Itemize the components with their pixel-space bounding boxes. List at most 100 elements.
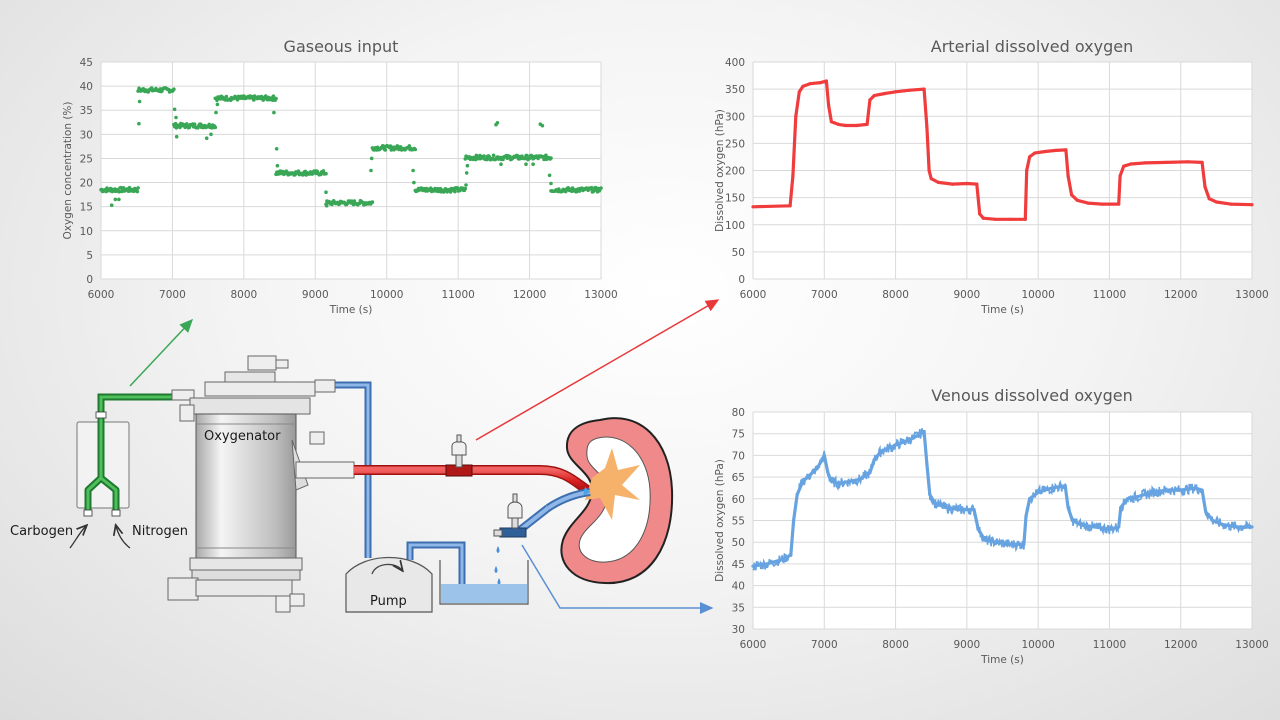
- x-tick-label: 11000: [441, 289, 474, 301]
- nitrogen-arrow: [116, 526, 131, 549]
- data-point: [836, 122, 841, 126]
- chart-title: Arterial dissolved oxygen: [931, 37, 1133, 56]
- data-point: [1075, 198, 1079, 202]
- y-tick-label: 350: [725, 84, 745, 96]
- venous-return-tube: [318, 381, 466, 585]
- x-tick-label: 13000: [1235, 289, 1268, 301]
- data-point: [455, 186, 460, 190]
- data-point: [829, 479, 834, 483]
- kidney: [545, 417, 674, 585]
- data-point: [1122, 164, 1126, 168]
- data-point: [209, 132, 213, 137]
- data-point: [922, 87, 926, 91]
- data-point: [383, 148, 388, 152]
- data-point: [1250, 203, 1254, 207]
- data-point: [1008, 217, 1012, 221]
- data-point: [1221, 523, 1226, 527]
- data-point: [274, 147, 279, 151]
- data-point: [1066, 505, 1070, 510]
- venous-oxygen-chart: 6000 7000 8000 9000 10000 11000 12000 13000 30 35…: [714, 386, 1269, 666]
- data-point: [872, 458, 876, 462]
- x-tick-label: 8000: [882, 639, 909, 651]
- y-tick-label: 150: [725, 193, 745, 205]
- data-point: [868, 98, 872, 102]
- x-axis-label: Time (s): [329, 304, 373, 316]
- data-point: [808, 82, 812, 86]
- data-point: [321, 169, 326, 173]
- y-tick-label: 250: [725, 138, 745, 150]
- data-point: [1028, 497, 1032, 501]
- data-point: [324, 203, 329, 208]
- data-point: [1136, 495, 1140, 499]
- data-point: [858, 477, 862, 481]
- y-tick-label: 0: [86, 274, 93, 286]
- x-tick-label: 7000: [811, 639, 838, 651]
- oxygenator-label: Oxygenator: [204, 429, 281, 444]
- y-tick-label: 30: [80, 129, 93, 141]
- data-point: [274, 96, 278, 101]
- data-point: [927, 168, 931, 173]
- data-point: [272, 110, 276, 115]
- data-point: [1086, 201, 1090, 205]
- data-point: [765, 562, 769, 566]
- scatter-series: [99, 86, 603, 208]
- x-tick-label: 10000: [1021, 639, 1054, 651]
- data-point: [865, 122, 869, 126]
- data-point: [540, 123, 545, 128]
- data-point: [901, 440, 905, 444]
- data-point: [412, 180, 416, 185]
- data-point: [1022, 542, 1026, 547]
- data-point: [495, 121, 500, 125]
- data-point: [1033, 151, 1037, 155]
- oxygenator: [167, 355, 355, 613]
- data-point: [1093, 525, 1097, 529]
- data-point: [958, 508, 962, 512]
- x-tick-label: 11000: [1093, 289, 1126, 301]
- data-point: [1236, 525, 1240, 529]
- data-point: [464, 183, 468, 187]
- data-point: [993, 540, 998, 544]
- chart-title: Gaseous input: [284, 37, 399, 56]
- data-point: [549, 156, 553, 160]
- chart-title: Venous dissolved oxygen: [931, 386, 1132, 405]
- y-tick-label: 35: [80, 105, 93, 117]
- y-tick-label: 5: [86, 250, 93, 262]
- data-point: [879, 449, 883, 453]
- data-point: [1125, 497, 1129, 501]
- arterial-tube: [354, 464, 593, 497]
- data-point: [1150, 490, 1154, 494]
- data-point: [779, 558, 784, 562]
- data-point: [836, 482, 841, 486]
- data-point: [484, 157, 489, 162]
- data-point: [1200, 160, 1204, 164]
- data-point: [978, 212, 982, 216]
- data-point: [936, 180, 940, 184]
- data-point: [1066, 174, 1070, 178]
- data-point: [1164, 488, 1169, 492]
- data-point: [117, 197, 121, 202]
- data-point: [174, 134, 179, 139]
- y-axis-label: Dissolved oxygen (hPa): [714, 459, 726, 582]
- data-point: [213, 125, 218, 130]
- data-point: [1050, 486, 1054, 490]
- data-point: [135, 189, 140, 194]
- data-point: [411, 168, 415, 173]
- data-point: [1186, 160, 1190, 164]
- data-point: [808, 473, 812, 477]
- data-point: [547, 173, 552, 178]
- x-tick-label: 6000: [740, 639, 767, 651]
- data-point: [801, 84, 805, 88]
- data-point: [929, 177, 933, 181]
- y-tick-label: 50: [732, 247, 745, 259]
- data-point: [491, 153, 496, 158]
- data-point: [981, 216, 985, 220]
- data-point: [174, 115, 178, 120]
- data-point: [751, 205, 755, 209]
- data-point: [207, 122, 211, 127]
- data-point: [1036, 490, 1040, 494]
- data-point: [791, 174, 795, 178]
- y-axis-label: Oxygen concentration (%): [62, 101, 74, 239]
- data-point: [868, 471, 872, 475]
- x-tick-label: 10000: [1021, 289, 1054, 301]
